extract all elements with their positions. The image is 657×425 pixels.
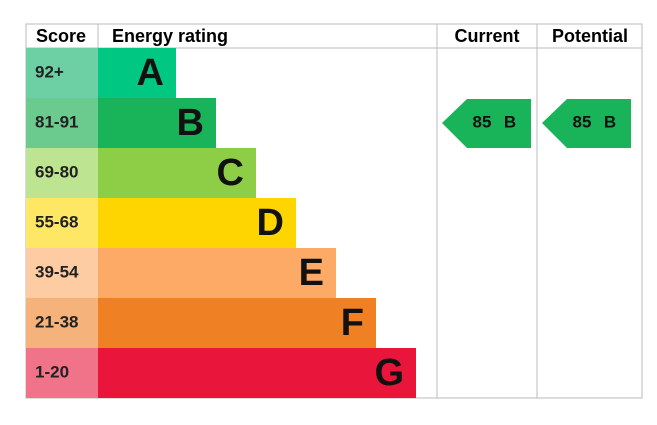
score-label: 69-80 [35,162,78,181]
potential-score: 85 [573,112,592,131]
current-arrow [442,99,531,148]
score-cell [26,148,98,198]
potential-rating: B [604,112,616,131]
rating-bar [98,298,376,348]
rating-bar [98,48,176,98]
score-cell [26,248,98,298]
score-label: 92+ [35,62,64,81]
score-label: 55-68 [35,212,78,231]
header-current: Current [454,26,519,46]
rating-letter: A [137,52,164,94]
score-cell [26,198,98,248]
rating-bar [98,198,296,248]
score-label: 81-91 [35,112,78,131]
rating-bar [98,148,256,198]
score-label: 21-38 [35,312,78,331]
score-label: 1-20 [35,362,69,381]
rating-bar [98,248,336,298]
rating-letter: G [374,352,404,394]
rating-letter: C [217,152,244,194]
score-cell [26,98,98,148]
current-rating: B [504,112,516,131]
rating-bar [98,98,216,148]
score-label: 39-54 [35,262,79,281]
score-cell [26,348,98,398]
current-score: 85 [473,112,492,131]
header-potential: Potential [552,26,628,46]
header-energy-rating: Energy rating [112,26,228,46]
score-cell [26,298,98,348]
rating-letter: B [177,102,204,144]
rating-letter: D [257,202,284,244]
rating-letter: E [299,252,324,294]
header-score: Score [36,26,86,46]
score-cell [26,48,98,98]
rating-letter: F [341,302,364,344]
potential-arrow [542,99,631,148]
rating-bar [98,348,416,398]
